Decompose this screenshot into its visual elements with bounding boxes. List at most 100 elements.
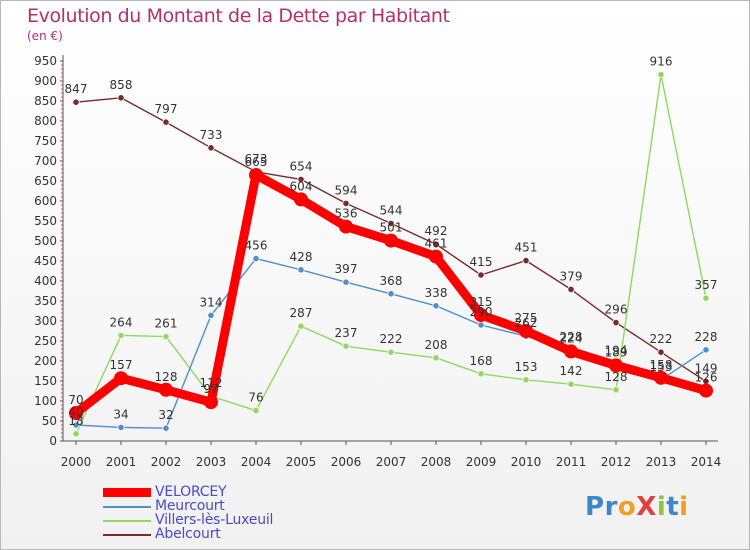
data-label: 492 — [425, 224, 448, 238]
data-point-1 — [702, 346, 710, 354]
data-label: 97 — [203, 382, 218, 396]
legend-swatch — [103, 520, 151, 522]
x-tick-label: 2006 — [331, 455, 362, 469]
data-label: 847 — [65, 82, 88, 96]
data-label: 314 — [200, 295, 223, 309]
data-point-3 — [207, 144, 215, 152]
data-point-2 — [612, 386, 620, 394]
y-tick-label: 50 — [42, 414, 57, 428]
data-label: 157 — [110, 358, 133, 372]
data-point-2 — [387, 348, 395, 356]
y-tick-label: 600 — [34, 194, 57, 208]
data-point-0 — [519, 324, 533, 338]
x-tick-label: 2001 — [106, 455, 137, 469]
data-label: 415 — [470, 255, 493, 269]
data-label: 224 — [560, 331, 583, 345]
data-label: 544 — [380, 203, 403, 217]
unit-label: (en €) — [27, 29, 63, 43]
data-point-1 — [252, 255, 260, 263]
data-label: 237 — [335, 326, 358, 340]
data-point-0 — [114, 371, 128, 386]
data-label: 368 — [380, 274, 403, 288]
y-tick-label: 650 — [34, 174, 57, 188]
data-point-1 — [207, 311, 215, 319]
y-tick-label: 150 — [34, 374, 57, 388]
y-tick-label: 850 — [34, 94, 57, 108]
x-tick-label: 2014 — [691, 455, 722, 469]
data-label: 287 — [290, 306, 313, 320]
y-tick-label: 550 — [34, 214, 57, 228]
data-point-0 — [204, 395, 218, 410]
x-tick-label: 2005 — [286, 455, 317, 469]
data-point-3 — [72, 98, 80, 106]
data-label: 194 — [605, 343, 628, 357]
y-tick-label: 200 — [34, 354, 57, 368]
y-tick-label: 300 — [34, 314, 57, 328]
data-point-0 — [69, 406, 83, 420]
data-point-2 — [477, 370, 485, 378]
data-label: 128 — [605, 370, 628, 384]
data-point-0 — [294, 192, 308, 207]
data-label: 733 — [200, 128, 223, 142]
data-point-1 — [297, 266, 305, 274]
data-point-1 — [162, 424, 170, 432]
data-point-2 — [252, 406, 260, 415]
data-point-1 — [477, 321, 485, 329]
data-label: 228 — [695, 330, 718, 344]
x-tick-label: 2002 — [151, 455, 182, 469]
y-tick-label: 800 — [34, 114, 57, 128]
legend-swatch — [103, 488, 151, 497]
data-point-1 — [342, 278, 350, 286]
legend-label: Abelcourt — [155, 526, 221, 542]
data-label: 153 — [650, 360, 673, 374]
data-label: 264 — [110, 315, 133, 329]
data-point-3 — [567, 285, 575, 293]
data-point-3 — [657, 348, 665, 356]
legend-label: Villers-lès-Luxeuil — [155, 512, 274, 528]
data-label: 296 — [605, 303, 628, 317]
data-point-0 — [429, 249, 443, 264]
data-point-2 — [162, 332, 170, 341]
y-tick-label: 400 — [34, 274, 57, 288]
y-tick-label: 350 — [34, 294, 57, 308]
data-point-3 — [522, 256, 530, 265]
data-point-3 — [477, 271, 485, 279]
data-label: 18 — [68, 414, 83, 428]
data-label: 153 — [515, 360, 538, 374]
data-point-2 — [567, 380, 575, 388]
y-tick-label: 100 — [34, 394, 57, 408]
data-point-1 — [117, 423, 125, 431]
data-point-3 — [162, 118, 170, 126]
logo-letter: i — [656, 492, 667, 522]
data-point-1 — [72, 421, 80, 429]
data-point-1 — [432, 302, 440, 310]
data-label: 536 — [335, 207, 358, 221]
y-tick-label: 250 — [34, 334, 57, 348]
data-point-3 — [432, 240, 440, 248]
data-label: 604 — [290, 179, 313, 193]
data-point-3 — [387, 219, 395, 227]
data-point-2 — [117, 331, 125, 339]
x-tick-label: 2010 — [511, 455, 542, 469]
x-tick-label: 2011 — [556, 455, 587, 469]
data-label: 451 — [515, 241, 538, 255]
data-point-2 — [432, 354, 440, 362]
data-label: 315 — [470, 295, 493, 309]
x-tick-label: 2009 — [466, 455, 497, 469]
data-label: 222 — [650, 332, 673, 346]
data-label: 168 — [470, 354, 493, 368]
data-label: 428 — [290, 250, 313, 264]
legend-label: VELORCEY — [155, 484, 227, 500]
data-label: 338 — [425, 286, 448, 300]
data-label: 594 — [335, 183, 358, 197]
y-tick-label: 950 — [34, 54, 57, 68]
data-label: 149 — [695, 361, 718, 375]
data-label: 128 — [155, 370, 178, 384]
data-label: 261 — [155, 317, 178, 331]
data-label: 357 — [695, 278, 718, 292]
legend-swatch — [103, 506, 151, 508]
data-point-1 — [387, 290, 395, 298]
data-label: 275 — [515, 311, 538, 325]
data-point-2 — [702, 294, 710, 302]
